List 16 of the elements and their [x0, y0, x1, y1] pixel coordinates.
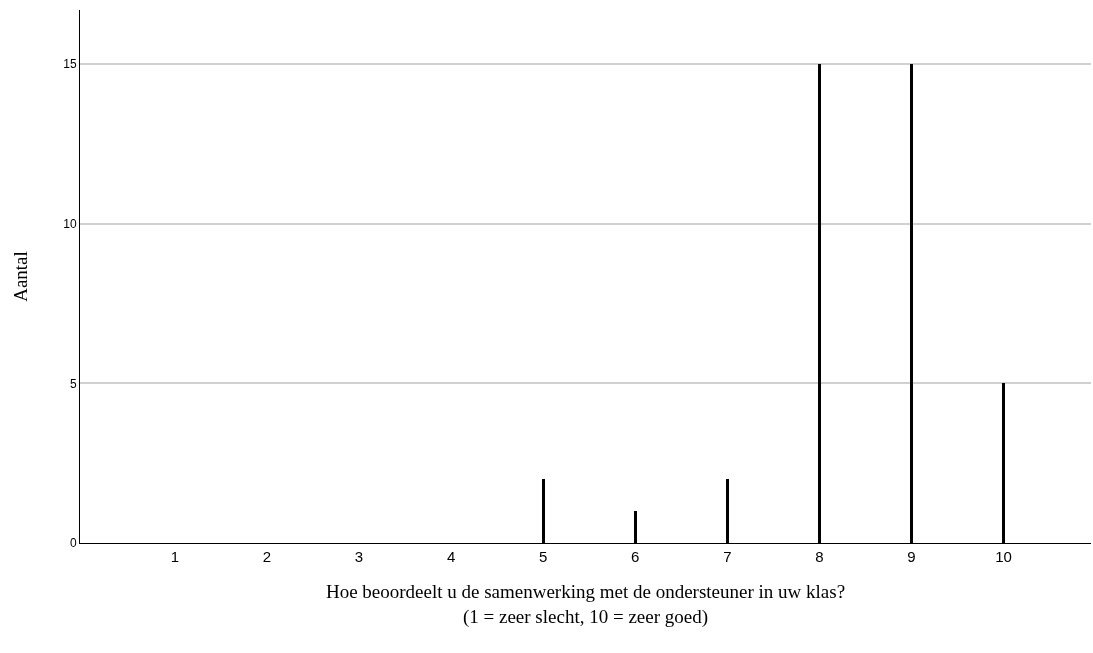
x-tick-label: 5 [538, 548, 548, 565]
x-tick-label: 2 [262, 548, 272, 565]
x-tick-label: 7 [723, 548, 732, 565]
x-tick-label: 4 [446, 548, 456, 565]
x-tick-label: 10 [995, 548, 1012, 565]
y-tick-label: 0 [69, 536, 77, 551]
x-axis-title: Hoe beoordeelt u de samenwerking met de ondersteuner in uw klas? (1 = zeer slecht, 10 = zeer goed) [325, 580, 846, 628]
x-tick-label: 6 [631, 548, 640, 565]
x-tick-label: 8 [815, 548, 824, 565]
x-tick-label: 1 [170, 548, 180, 565]
y-tick-label: 15 [63, 57, 77, 72]
y-tick-label: 10 [63, 217, 77, 232]
x-tick-label: 9 [907, 548, 916, 565]
y-axis-title: Aantal [10, 251, 32, 302]
y-tick-label: 5 [69, 376, 77, 391]
x-tick-label: 3 [354, 548, 364, 565]
